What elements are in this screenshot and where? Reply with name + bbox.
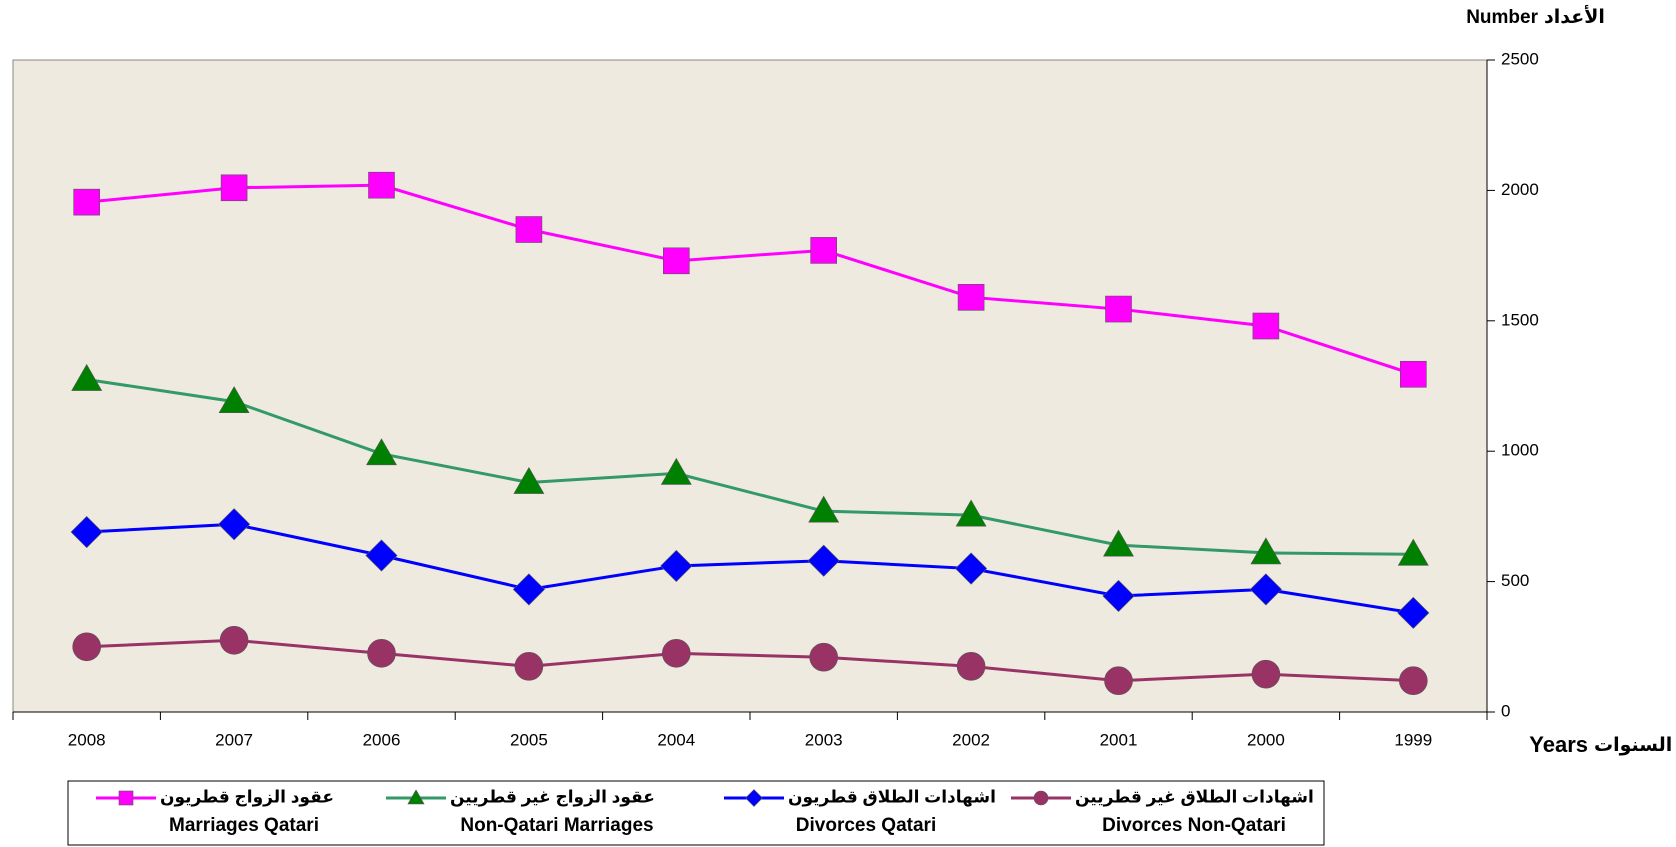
series-line (86, 522, 1414, 615)
marker (513, 466, 545, 494)
legend-box (67, 780, 1325, 846)
y-axis-title-ar: الأعداد (1544, 5, 1605, 28)
marker (367, 639, 396, 668)
marker (220, 174, 248, 202)
marker (365, 539, 398, 572)
marker (956, 652, 986, 681)
x-tick-label: 2007 (215, 730, 253, 749)
marker (366, 438, 397, 466)
marker (660, 457, 692, 485)
marker (512, 573, 545, 606)
y-axis-title-en: Number (1466, 7, 1538, 28)
x-axis-title-ar: السنوات (1594, 735, 1672, 756)
marker (514, 652, 544, 681)
marker (218, 386, 250, 413)
marker (955, 499, 987, 527)
marker (1104, 666, 1133, 696)
legend-label-ar: اشهادات الطلاق غير قطريين (1075, 787, 1314, 807)
x-tick-label: 2000 (1247, 730, 1285, 749)
marker (71, 363, 103, 391)
x-tick-label: 2002 (952, 730, 990, 749)
marker (1249, 573, 1282, 606)
legend-label: Non-Qatari Marriages (460, 815, 653, 836)
marker (73, 188, 100, 216)
marker (1397, 596, 1430, 629)
marker (407, 789, 425, 805)
legend-label-ar: عقود الزواج قطريون (160, 787, 334, 807)
marker (1400, 360, 1427, 388)
marker (1103, 529, 1134, 557)
marker (1397, 538, 1429, 566)
marker (808, 495, 840, 523)
x-axis-title-en: Years (1529, 732, 1588, 757)
marker (218, 508, 251, 541)
marker (745, 789, 763, 807)
marker (955, 552, 988, 585)
legend-label-ar: اشهادات الطلاق قطريون (788, 787, 996, 807)
legend-label-ar: عقود الزواج غير قطريين (450, 787, 655, 807)
y-tick-label: 0 (1501, 701, 1510, 720)
marker (1252, 312, 1280, 340)
marker (1250, 537, 1282, 565)
x-tick-label: 2003 (805, 730, 843, 749)
legend-label: Divorces Qatari (796, 815, 936, 836)
marker (118, 790, 134, 806)
marker (1251, 659, 1281, 689)
x-tick-label: 2006 (363, 730, 401, 749)
series-line (86, 183, 1414, 376)
legend-label: Divorces Non-Qatari (1102, 815, 1286, 836)
y-tick-label: 500 (1501, 571, 1529, 590)
marker (515, 216, 543, 243)
marker (219, 625, 249, 655)
marker (368, 171, 395, 199)
marker (72, 632, 101, 662)
y-tick-label: 2000 (1501, 180, 1539, 199)
legend-label: Marriages Qatari (169, 815, 319, 836)
marker (1033, 790, 1049, 806)
marker (810, 237, 838, 264)
marker (660, 549, 693, 582)
marker (809, 642, 839, 672)
y-tick-label: 1500 (1501, 310, 1539, 329)
marker (661, 639, 691, 668)
marker (957, 284, 985, 311)
x-tick-label: 1999 (1394, 730, 1432, 749)
series-line (86, 377, 1414, 556)
x-tick-label: 2008 (68, 730, 106, 749)
marker (662, 247, 690, 275)
marker (1102, 579, 1135, 612)
marker (1105, 295, 1132, 323)
marker (1399, 666, 1428, 696)
plot-area (12, 59, 1488, 713)
series-line (86, 638, 1414, 683)
x-tick-label: 2004 (657, 730, 695, 749)
marker (70, 516, 103, 549)
y-tick-label: 2500 (1501, 49, 1539, 68)
x-tick-label: 2001 (1100, 730, 1138, 749)
y-tick-label: 1000 (1501, 441, 1539, 460)
x-tick-label: 2005 (510, 730, 548, 749)
marker (807, 544, 840, 577)
